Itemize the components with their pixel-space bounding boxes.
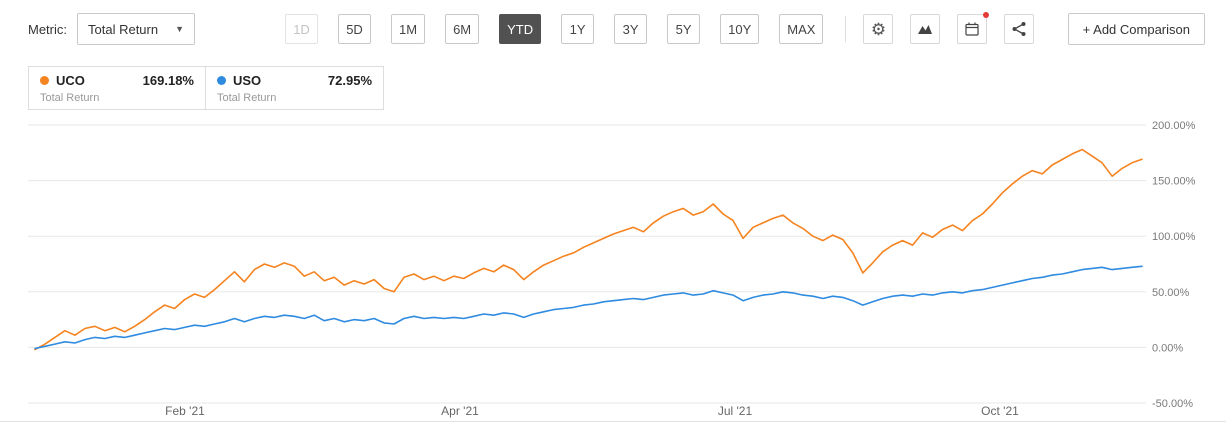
series-color-dot [40, 76, 49, 85]
series-symbol: USO [233, 73, 262, 88]
add-comparison-button[interactable]: + Add Comparison [1067, 13, 1205, 45]
series-metric-label: Total Return [217, 92, 277, 104]
chart-type-icon [918, 25, 933, 34]
share-icon [1012, 22, 1026, 36]
toolbar-divider [845, 16, 847, 42]
x-axis-label: Oct '21 [981, 404, 1019, 418]
range-button-10y[interactable]: 10Y [720, 14, 760, 44]
metric-label: Metric: [28, 21, 67, 37]
y-axis-label: 0.00% [1152, 342, 1183, 354]
series-color-dot [217, 76, 226, 85]
series-line-uco[interactable] [34, 148, 1143, 351]
series-legend: UCO 169.18% Total Return USO 72.95% Total Ret… [28, 66, 384, 110]
y-axis-label: 50.00% [1152, 287, 1190, 299]
chevron-down-icon: ▼ [175, 24, 184, 34]
metric-dropdown[interactable]: Total Return ▼ [77, 13, 195, 45]
chart-toolbar: Metric: Total Return ▼ 1D 5D 1M 6M YTD 1Y 3Y 5Y… [28, 12, 1205, 45]
range-button-5y[interactable]: 5Y [667, 14, 701, 44]
series-value: 72.95% [327, 73, 372, 88]
range-button-1d[interactable]: 1D [285, 14, 318, 44]
range-button-5d[interactable]: 5D [338, 14, 371, 44]
series-line-uso[interactable] [34, 265, 1143, 350]
notification-dot [983, 12, 990, 18]
series-symbol: UCO [56, 73, 85, 88]
legend-card-top: USO 72.95% [217, 73, 372, 88]
x-axis-label: Jul '21 [718, 404, 753, 418]
calendar-icon [965, 22, 980, 36]
metric-dropdown-value: Total Return [88, 21, 159, 37]
range-button-1m[interactable]: 1M [391, 14, 426, 44]
events-calendar-button[interactable] [957, 12, 990, 44]
y-axis-label: -50.00% [1152, 398, 1193, 410]
settings-button[interactable]: ⚙ [863, 14, 894, 44]
chart-type-button[interactable] [910, 14, 941, 44]
range-button-3y[interactable]: 3Y [614, 14, 648, 44]
gear-icon: ⚙ [870, 19, 887, 39]
share-button[interactable] [1004, 14, 1035, 44]
x-axis-label: Apr '21 [441, 404, 479, 418]
range-button-6m[interactable]: 6M [445, 14, 480, 44]
legend-card-uso[interactable]: USO 72.95% Total Return [206, 66, 384, 110]
range-button-ytd[interactable]: YTD [499, 14, 542, 44]
range-button-max[interactable]: MAX [779, 14, 824, 44]
series-metric-label: Total Return [40, 92, 100, 104]
range-button-1y[interactable]: 1Y [561, 14, 595, 44]
legend-card-top: UCO 169.18% [40, 73, 194, 88]
range-button-group: 1D 5D 1M 6M YTD 1Y 3Y 5Y 10Y MAX [285, 14, 824, 44]
y-axis-label: 150.00% [1152, 176, 1196, 188]
legend-card-uco[interactable]: UCO 169.18% Total Return [28, 66, 206, 110]
chart-canvas[interactable]: 200.00% 150.00% 100.00% 50.00% 0.00% -50.00% F… [0, 115, 1226, 437]
y-axis-label: 100.00% [1152, 231, 1196, 243]
y-axis-label: 200.00% [1152, 120, 1196, 132]
x-axis-label: Feb '21 [165, 404, 205, 418]
series-value: 169.18% [142, 73, 194, 88]
price-chart[interactable]: 200.00% 150.00% 100.00% 50.00% 0.00% -50.00% F… [0, 115, 1226, 437]
